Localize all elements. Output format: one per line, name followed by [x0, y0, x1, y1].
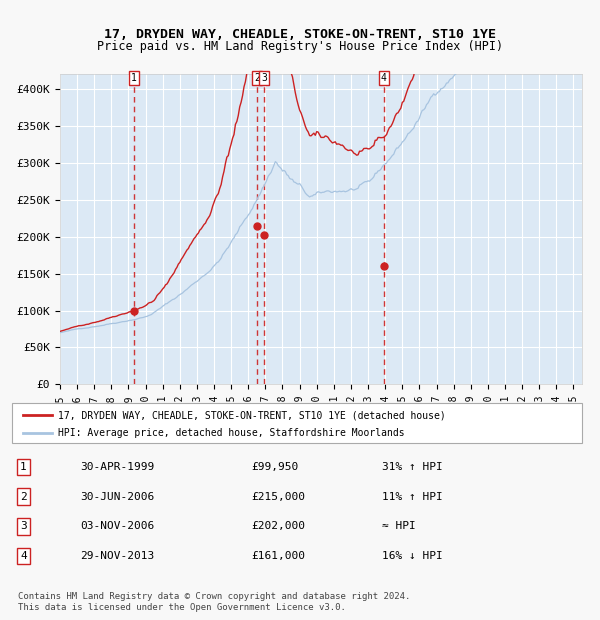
- Text: £215,000: £215,000: [251, 492, 305, 502]
- Text: 17, DRYDEN WAY, CHEADLE, STOKE-ON-TRENT, ST10 1YE (detached house): 17, DRYDEN WAY, CHEADLE, STOKE-ON-TRENT,…: [58, 410, 445, 420]
- Text: HPI: Average price, detached house, Staffordshire Moorlands: HPI: Average price, detached house, Staf…: [58, 428, 404, 438]
- Text: 2: 2: [20, 492, 27, 502]
- Text: 31% ↑ HPI: 31% ↑ HPI: [383, 462, 443, 472]
- Text: 29-NOV-2013: 29-NOV-2013: [80, 551, 155, 561]
- Text: 1: 1: [20, 462, 27, 472]
- Text: 17, DRYDEN WAY, CHEADLE, STOKE-ON-TRENT, ST10 1YE: 17, DRYDEN WAY, CHEADLE, STOKE-ON-TRENT,…: [104, 28, 496, 41]
- Text: 16% ↓ HPI: 16% ↓ HPI: [383, 551, 443, 561]
- Text: 4: 4: [20, 551, 27, 561]
- Text: Contains HM Land Registry data © Crown copyright and database right 2024.
This d: Contains HM Land Registry data © Crown c…: [18, 592, 410, 611]
- Text: 3: 3: [261, 73, 267, 83]
- Text: £99,950: £99,950: [251, 462, 299, 472]
- Text: 2: 2: [254, 73, 260, 83]
- Text: 4: 4: [381, 73, 386, 83]
- Text: Price paid vs. HM Land Registry's House Price Index (HPI): Price paid vs. HM Land Registry's House …: [97, 40, 503, 53]
- Text: 30-JUN-2006: 30-JUN-2006: [80, 492, 155, 502]
- Text: 30-APR-1999: 30-APR-1999: [80, 462, 155, 472]
- Text: 1: 1: [131, 73, 137, 83]
- Text: ≈ HPI: ≈ HPI: [383, 521, 416, 531]
- FancyBboxPatch shape: [12, 403, 582, 443]
- Text: £161,000: £161,000: [251, 551, 305, 561]
- Text: 03-NOV-2006: 03-NOV-2006: [80, 521, 155, 531]
- Text: 3: 3: [20, 521, 27, 531]
- Text: 11% ↑ HPI: 11% ↑ HPI: [383, 492, 443, 502]
- Text: £202,000: £202,000: [251, 521, 305, 531]
